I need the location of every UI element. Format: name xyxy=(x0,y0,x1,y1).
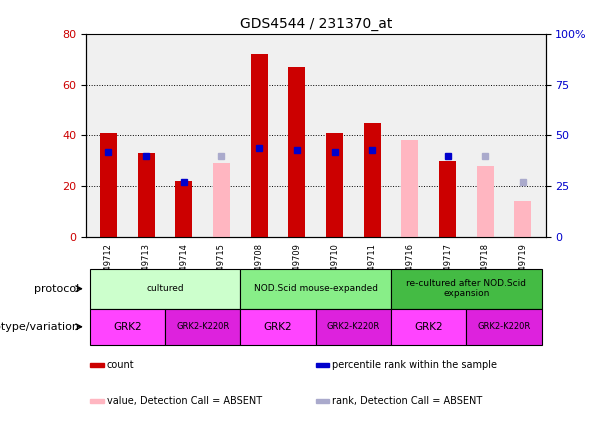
Text: re-cultured after NOD.Scid
expansion: re-cultured after NOD.Scid expansion xyxy=(406,279,527,298)
Text: GRK2-K220R: GRK2-K220R xyxy=(176,322,229,331)
Bar xyxy=(251,54,268,237)
Bar xyxy=(391,309,466,345)
Text: GRK2-K220R: GRK2-K220R xyxy=(478,322,531,331)
Bar xyxy=(316,309,391,345)
Bar xyxy=(138,153,154,237)
Bar xyxy=(91,399,104,403)
Bar xyxy=(316,399,330,403)
Bar xyxy=(477,166,493,237)
Bar xyxy=(326,133,343,237)
Bar xyxy=(89,269,240,309)
Bar xyxy=(316,363,330,367)
Bar xyxy=(402,140,419,237)
Bar xyxy=(391,269,542,309)
Bar xyxy=(439,161,456,237)
Bar xyxy=(100,133,117,237)
Bar xyxy=(89,309,165,345)
Bar xyxy=(213,163,230,237)
Bar xyxy=(240,309,316,345)
Text: GRK2: GRK2 xyxy=(414,322,443,332)
Bar xyxy=(91,363,104,367)
Text: value, Detection Call = ABSENT: value, Detection Call = ABSENT xyxy=(107,396,262,406)
Title: GDS4544 / 231370_at: GDS4544 / 231370_at xyxy=(240,17,392,31)
Bar xyxy=(288,67,305,237)
Text: GRK2: GRK2 xyxy=(113,322,142,332)
Bar xyxy=(364,123,381,237)
Bar xyxy=(175,181,192,237)
Bar xyxy=(466,309,542,345)
Text: protocol: protocol xyxy=(34,284,80,294)
Bar xyxy=(514,201,531,237)
Bar xyxy=(165,309,240,345)
Bar xyxy=(240,269,391,309)
Text: NOD.Scid mouse-expanded: NOD.Scid mouse-expanded xyxy=(254,284,378,293)
Text: count: count xyxy=(107,360,134,370)
Text: percentile rank within the sample: percentile rank within the sample xyxy=(332,360,497,370)
Text: GRK2: GRK2 xyxy=(264,322,292,332)
Text: genotype/variation: genotype/variation xyxy=(0,322,80,332)
Text: GRK2-K220R: GRK2-K220R xyxy=(327,322,380,331)
Text: rank, Detection Call = ABSENT: rank, Detection Call = ABSENT xyxy=(332,396,482,406)
Text: cultured: cultured xyxy=(146,284,184,293)
